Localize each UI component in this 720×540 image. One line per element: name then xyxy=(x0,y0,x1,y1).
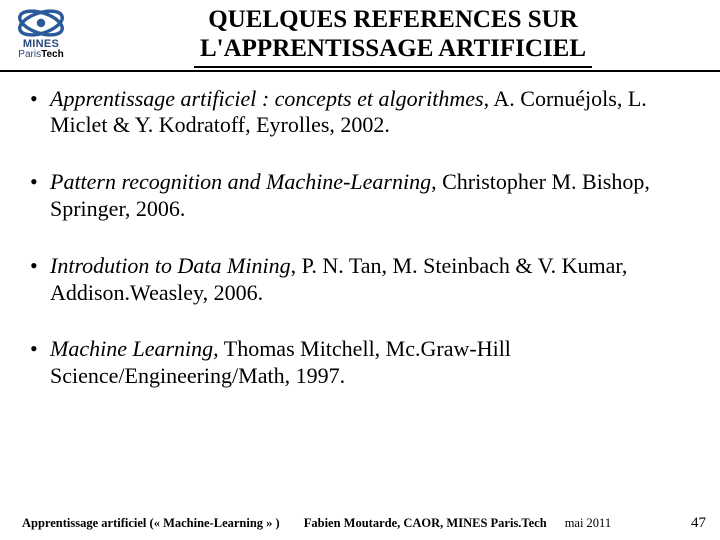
logo-paris: Paris xyxy=(18,49,41,60)
footer-date: mai 2011 xyxy=(565,516,611,531)
logo-text-paristech: ParisTech xyxy=(6,49,76,60)
logo: MINES ParisTech xyxy=(6,4,76,66)
footer-author: Fabien Moutarde, CAOR, MINES Paris.Tech xyxy=(304,516,547,531)
slide-body: Apprentissage artificiel : concepts et a… xyxy=(0,72,720,391)
footer-page-number: 47 xyxy=(691,515,706,532)
footer-course: Apprentissage artificiel (« Machine-Lear… xyxy=(22,516,280,531)
slide-title: QUELQUES REFERENCES SUR L'APPRENTISSAGE … xyxy=(194,6,592,68)
ref-title: Introdution to Data Mining xyxy=(50,253,291,278)
logo-swirl-icon xyxy=(15,6,67,40)
title-line-2: L'APPRENTISSAGE ARTIFICIEL xyxy=(200,35,586,62)
ref-title: Pattern recognition and Machine-Learning xyxy=(50,169,431,194)
slide-header: MINES ParisTech QUELQUES REFERENCES SUR … xyxy=(0,0,720,68)
ref-title: Apprentissage artificiel : concepts et a… xyxy=(50,86,484,111)
reference-list: Apprentissage artificiel : concepts et a… xyxy=(28,86,692,391)
list-item: Introdution to Data Mining, P. N. Tan, M… xyxy=(28,253,692,307)
logo-tech: Tech xyxy=(41,49,64,60)
list-item: Apprentissage artificiel : concepts et a… xyxy=(28,86,692,140)
ref-title: Machine Learning xyxy=(50,336,213,361)
list-item: Machine Learning, Thomas Mitchell, Mc.Gr… xyxy=(28,336,692,390)
slide-footer: Apprentissage artificiel (« Machine-Lear… xyxy=(0,515,720,532)
title-wrap: QUELQUES REFERENCES SUR L'APPRENTISSAGE … xyxy=(76,4,710,68)
list-item: Pattern recognition and Machine-Learning… xyxy=(28,169,692,223)
title-line-1: QUELQUES REFERENCES SUR xyxy=(208,6,578,33)
